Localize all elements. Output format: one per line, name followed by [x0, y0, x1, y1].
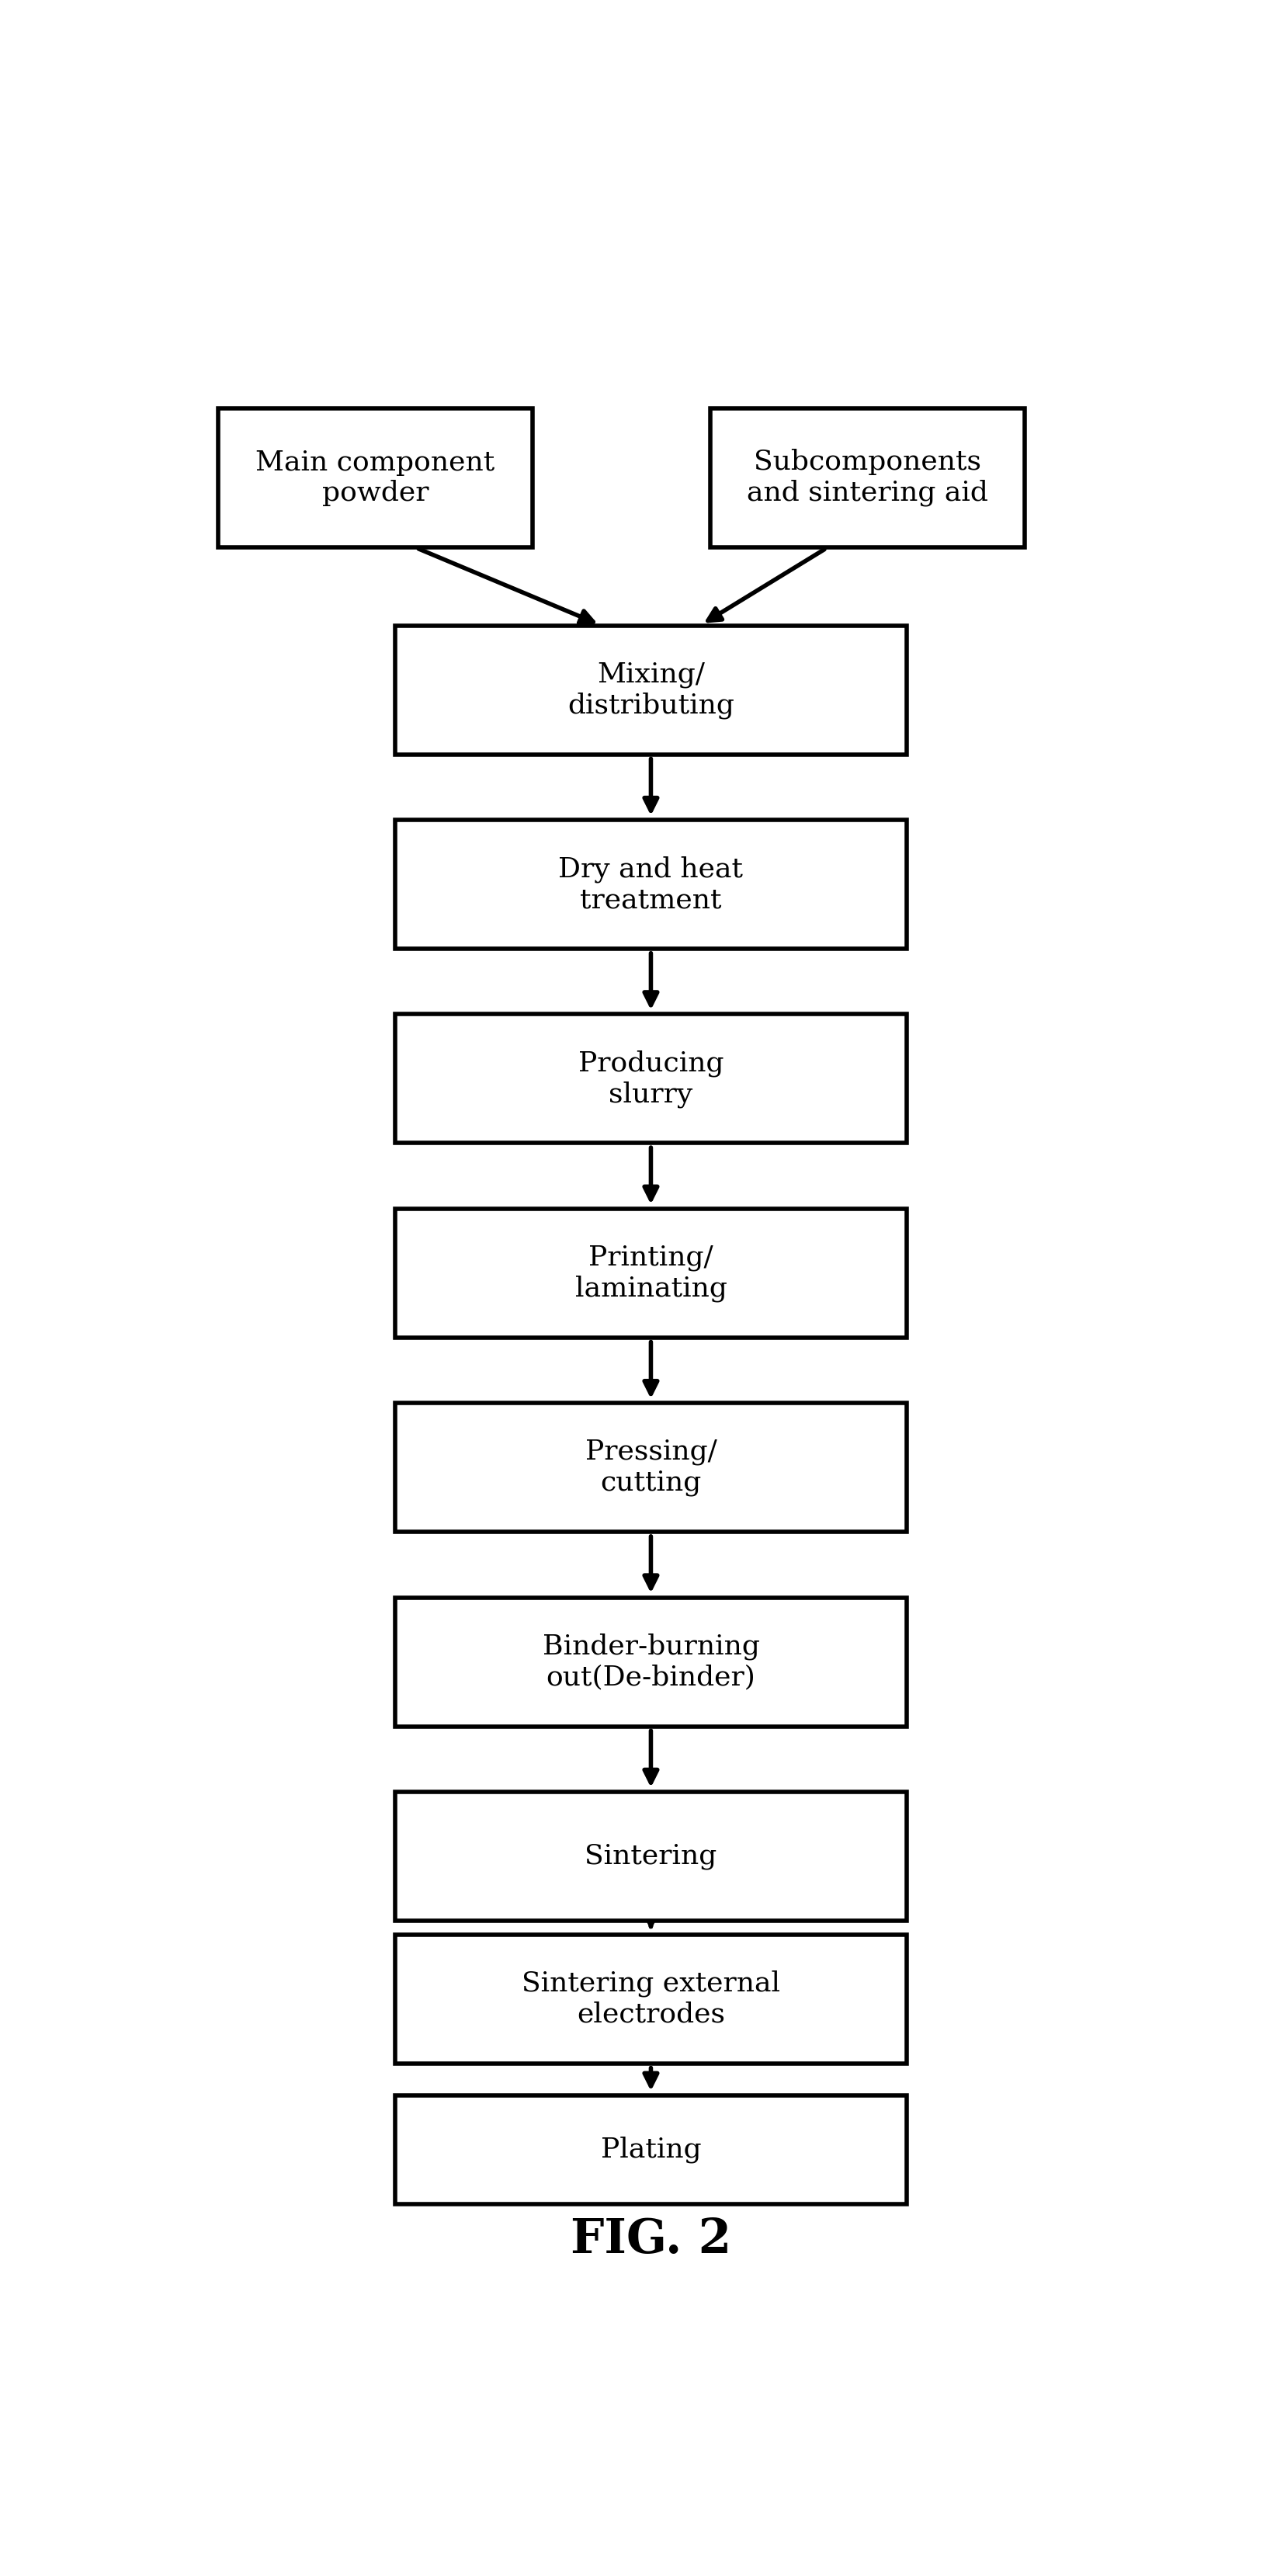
Text: Subcomponents
and sintering aid: Subcomponents and sintering aid — [747, 448, 988, 507]
FancyBboxPatch shape — [395, 819, 907, 948]
FancyBboxPatch shape — [395, 2094, 907, 2205]
FancyBboxPatch shape — [395, 1935, 907, 2063]
Text: Mixing/
distributing: Mixing/ distributing — [568, 662, 734, 719]
Text: Sintering external
electrodes: Sintering external electrodes — [522, 1971, 780, 2027]
FancyBboxPatch shape — [710, 407, 1025, 546]
Text: Producing
slurry: Producing slurry — [578, 1051, 724, 1108]
FancyBboxPatch shape — [395, 1208, 907, 1337]
FancyBboxPatch shape — [395, 1015, 907, 1144]
Text: Plating: Plating — [601, 2136, 701, 2164]
Text: Sintering: Sintering — [584, 1842, 718, 1870]
FancyBboxPatch shape — [395, 1597, 907, 1726]
Text: Binder-burning
out(De-binder): Binder-burning out(De-binder) — [542, 1633, 759, 1690]
FancyBboxPatch shape — [218, 407, 533, 546]
Text: FIG. 2: FIG. 2 — [570, 2215, 732, 2262]
FancyBboxPatch shape — [395, 626, 907, 755]
Text: Dry and heat
treatment: Dry and heat treatment — [559, 855, 743, 912]
FancyBboxPatch shape — [395, 1404, 907, 1533]
FancyBboxPatch shape — [395, 1793, 907, 1922]
Text: Pressing/
cutting: Pressing/ cutting — [585, 1440, 716, 1497]
Text: Printing/
laminating: Printing/ laminating — [575, 1244, 726, 1301]
Text: Main component
powder: Main component powder — [255, 448, 495, 507]
